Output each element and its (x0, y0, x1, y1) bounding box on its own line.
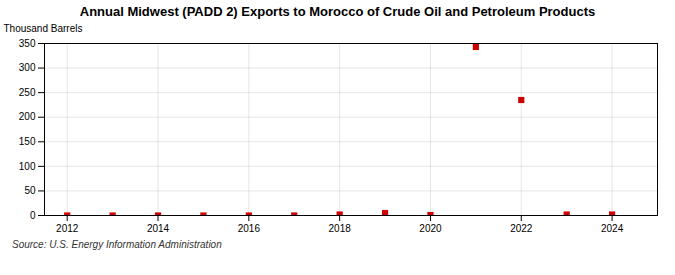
svg-text:250: 250 (19, 87, 36, 98)
svg-text:2018: 2018 (329, 223, 352, 234)
svg-text:2020: 2020 (419, 223, 442, 234)
svg-text:2024: 2024 (601, 223, 624, 234)
svg-text:300: 300 (19, 62, 36, 73)
svg-text:0: 0 (30, 210, 36, 221)
svg-text:150: 150 (19, 136, 36, 147)
svg-text:350: 350 (19, 38, 36, 49)
svg-text:200: 200 (19, 111, 36, 122)
html-text:Annual Midwest (PADD 2) Export: Annual Midwest (PADD 2) Exports to Moroc… (79, 4, 596, 19)
svg-text:2014: 2014 (147, 223, 170, 234)
html-text:Source: U.S. Energy Informatio: Source: U.S. Energy Information Administ… (12, 239, 222, 250)
svg-text:2012: 2012 (56, 223, 79, 234)
svg-text:2022: 2022 (510, 223, 533, 234)
svg-text:100: 100 (19, 161, 36, 172)
svg-text:50: 50 (24, 185, 36, 196)
svg-text:2016: 2016 (238, 223, 261, 234)
svg-text:Thousand Barrels: Thousand Barrels (4, 23, 83, 34)
